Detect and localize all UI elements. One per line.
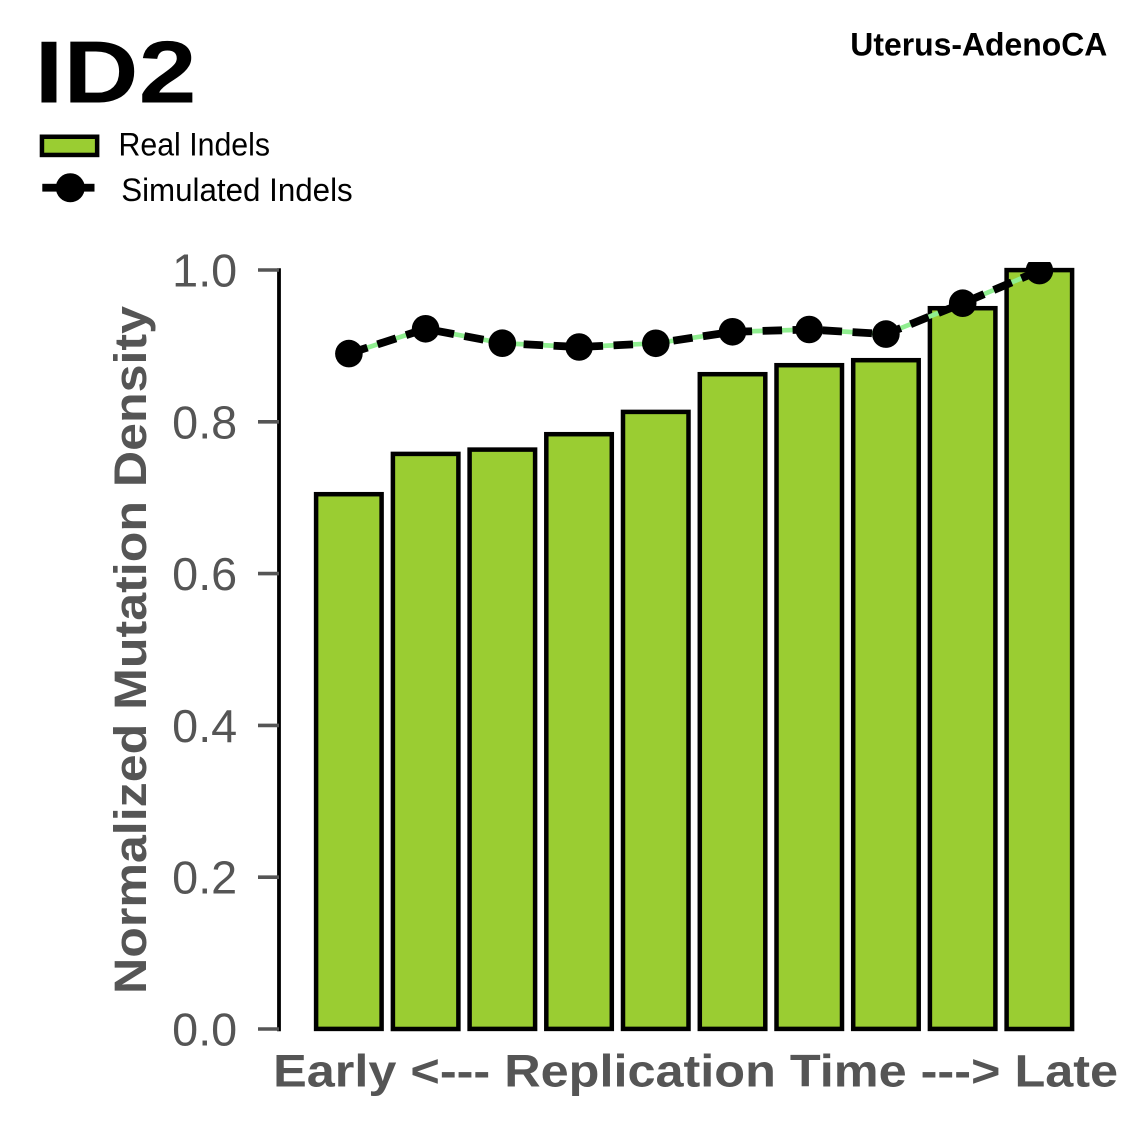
svg-text:0.0: 0.0 xyxy=(172,1004,237,1056)
svg-text:0.8: 0.8 xyxy=(172,396,237,448)
svg-text:0.2: 0.2 xyxy=(172,852,237,904)
svg-text:0.4: 0.4 xyxy=(172,700,237,752)
svg-text:Uterus-AdenoCA: Uterus-AdenoCA xyxy=(850,26,1107,62)
svg-text:Early <--- Replication Time --: Early <--- Replication Time ---> Late xyxy=(273,1046,1118,1097)
svg-text:Simulated Indels: Simulated Indels xyxy=(121,172,353,208)
svg-text:Real Indels: Real Indels xyxy=(119,127,271,163)
svg-text:1.0: 1.0 xyxy=(172,245,237,297)
svg-text:0.6: 0.6 xyxy=(172,548,237,600)
svg-text:ID2: ID2 xyxy=(35,22,197,121)
svg-text:Normalized Mutation Density: Normalized Mutation Density xyxy=(105,306,156,994)
